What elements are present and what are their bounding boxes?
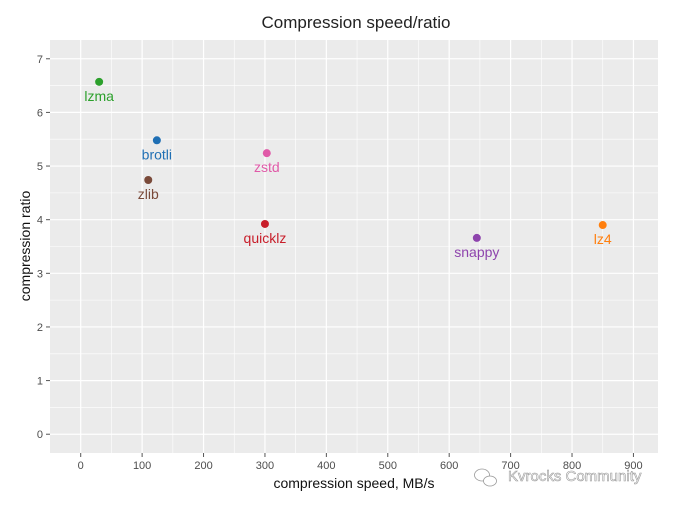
y-tick-label: 1 [37, 376, 43, 388]
chart-title: Compression speed/ratio [262, 13, 451, 32]
point-quicklz [260, 219, 269, 228]
point-label-zstd: zstd [254, 159, 280, 175]
point-lzma [95, 77, 104, 86]
x-axis-label: compression speed, MB/s [273, 475, 434, 491]
x-tick-label: 300 [256, 460, 274, 472]
point-snappy [472, 233, 481, 242]
x-tick-label: 500 [379, 460, 397, 472]
grid-lines [50, 40, 658, 453]
x-tick-label: 700 [501, 460, 519, 472]
y-tick-label: 6 [37, 107, 43, 119]
point-label-brotli: brotli [142, 146, 172, 162]
y-tick-label: 0 [37, 429, 43, 441]
y-tick-label: 2 [37, 322, 43, 334]
point-label-lzma: lzma [84, 88, 114, 104]
x-tick-label: 0 [78, 460, 84, 472]
x-axis-ticks: 0 100 200 300 400 500 600 700 800 900 [78, 453, 643, 472]
x-tick-label: 400 [317, 460, 335, 472]
data-points: lzma brotli zstd zlib quicklz lz4 snappy [84, 77, 612, 260]
watermark: Kvrocks Community [474, 468, 642, 487]
point-label-quicklz: quicklz [244, 230, 287, 246]
x-tick-label: 800 [563, 460, 581, 472]
y-axis-ticks: 0 1 2 3 4 5 6 7 [37, 54, 50, 441]
x-tick-label: 600 [440, 460, 458, 472]
watermark-text: Kvrocks Community [508, 468, 642, 485]
x-tick-label: 200 [194, 460, 212, 472]
y-tick-label: 3 [37, 268, 43, 280]
point-zstd [262, 149, 271, 158]
point-label-snappy: snappy [454, 244, 499, 260]
point-label-zlib: zlib [138, 186, 159, 202]
point-zlib [144, 175, 153, 184]
point-brotli [152, 136, 161, 145]
point-lz4 [598, 221, 607, 230]
x-tick-label: 100 [133, 460, 151, 472]
y-axis-label: compression ratio [17, 191, 33, 302]
y-tick-label: 4 [37, 215, 43, 227]
y-tick-label: 7 [37, 54, 43, 66]
wechat-icon [474, 468, 497, 487]
point-label-lz4: lz4 [594, 231, 612, 247]
x-tick-label: 900 [624, 460, 642, 472]
y-tick-label: 5 [37, 161, 43, 173]
